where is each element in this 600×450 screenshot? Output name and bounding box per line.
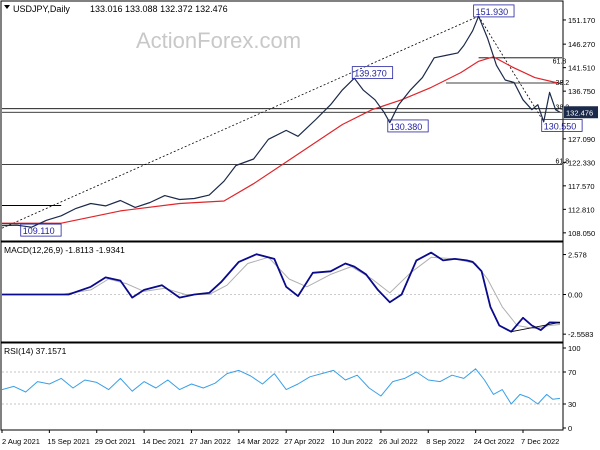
- x-tick-label: 7 Dec 2022: [521, 437, 559, 446]
- price-y-tick-label: 108.050: [568, 229, 595, 238]
- x-tick-label: 10 Jun 2022: [332, 437, 373, 446]
- symbol-timeframe: USDJPY,Daily: [13, 4, 70, 14]
- price-point-label-box: [351, 66, 394, 80]
- x-tick-label: 8 Sep 2022: [426, 437, 464, 446]
- last-price-label: 132.476: [566, 108, 593, 117]
- sma-line: [2, 56, 561, 224]
- x-tick-label: 2 Aug 2021: [2, 437, 40, 446]
- chart-menu-icon[interactable]: [4, 5, 10, 9]
- price-point-label-box: [387, 119, 429, 133]
- macd-divergence-line: [511, 322, 561, 333]
- rsi-y-tick-label: 30: [568, 400, 576, 409]
- rsi-panel-frame: [0, 342, 564, 431]
- price-point-label-box: [20, 223, 62, 237]
- price-point-label-box: [541, 119, 583, 132]
- x-tick-label: 14 Mar 2022: [237, 437, 279, 446]
- x-tick-label: 15 Sep 2021: [47, 437, 90, 446]
- macd-y-tick-label: -2.5583: [568, 330, 593, 339]
- x-tick-label: 27 Apr 2022: [284, 437, 324, 446]
- rsi-y-tick-label: 100: [568, 344, 581, 353]
- trend-line-down: [478, 15, 545, 122]
- last-price-marker: [564, 106, 598, 119]
- rsi-y-tick-label: 70: [568, 368, 576, 377]
- price-y-tick-label: 141.510: [568, 64, 595, 73]
- fib-label: 38.2: [556, 80, 570, 87]
- ohlc-readout: 133.016 133.088 132.372 132.476: [90, 4, 228, 14]
- x-tick-label: 27 Jan 2022: [189, 437, 230, 446]
- x-tick-label: 24 Oct 2022: [474, 437, 515, 446]
- trend-line-long: [1, 15, 479, 229]
- x-tick-label: 26 Jul 2022: [379, 437, 418, 446]
- x-tick-label: 14 Dec 2021: [142, 437, 185, 446]
- macd-signal-line: [2, 256, 561, 330]
- price-point-label: 130.550: [544, 121, 577, 131]
- macd-y-tick-label: 0.00: [568, 291, 583, 300]
- macd-panel-frame: [0, 241, 564, 343]
- macd-main-line: [2, 251, 561, 333]
- watermark: ActionForex.com: [136, 28, 301, 53]
- price-line: [1, 15, 561, 228]
- macd-y-tick-label: 2.578: [568, 251, 587, 260]
- price-y-tick-label: 122.330: [568, 158, 595, 167]
- fib-label: 61.8: [553, 58, 567, 65]
- macd-title: MACD(12,26,9) -1.8113 -1.9341: [4, 245, 125, 255]
- rsi-line: [1, 368, 561, 405]
- price-point-label: 151.930: [476, 7, 509, 17]
- price-y-tick-label: 112.810: [568, 205, 595, 214]
- price-y-tick-label: 136.750: [568, 87, 595, 96]
- fib-label: 61.8: [556, 159, 570, 166]
- price-y-tick-label: 146.270: [568, 40, 595, 49]
- price-y-tick-label: 117.570: [568, 182, 595, 191]
- price-point-label: 139.370: [354, 69, 387, 79]
- price-point-label: 130.380: [390, 122, 423, 132]
- price-y-tick-label: 151.170: [568, 16, 595, 25]
- price-y-tick-label: 127.090: [568, 135, 595, 144]
- rsi-y-tick-label: 0: [568, 424, 572, 433]
- fib-label: 38.2: [556, 105, 570, 112]
- rsi-title: RSI(14) 37.1571: [4, 346, 67, 356]
- x-tick-label: 29 Oct 2021: [95, 437, 136, 446]
- price-point-label-box: [473, 4, 515, 18]
- price-point-label: 109.110: [23, 226, 55, 236]
